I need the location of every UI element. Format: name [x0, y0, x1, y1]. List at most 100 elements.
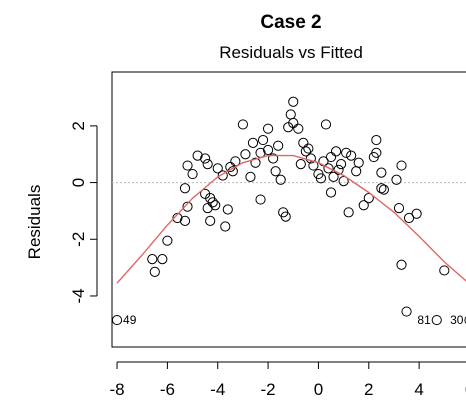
data-point — [247, 137, 259, 148]
data-point — [363, 193, 374, 204]
data-point — [230, 156, 241, 167]
data-point — [333, 164, 344, 175]
x-tick-label: 0 — [314, 380, 323, 399]
data-point — [325, 151, 337, 163]
data-point — [245, 171, 256, 182]
data-point — [371, 134, 382, 146]
data-point — [335, 159, 347, 170]
data-point — [262, 123, 274, 134]
smooth-line-layer — [116, 154, 466, 284]
data-point — [270, 166, 281, 177]
axes-layer: -8 -6 -4 -2 0 2 4 6 -4 -2 0 2 — [69, 121, 466, 399]
data-point — [328, 171, 339, 182]
data-point — [257, 134, 269, 146]
data-point — [343, 207, 354, 218]
data-point — [323, 163, 334, 174]
data-point — [149, 266, 160, 277]
data-point — [200, 153, 211, 164]
data-point — [464, 316, 466, 324]
data-point — [341, 147, 352, 158]
data-point — [262, 144, 274, 156]
data-point — [396, 160, 407, 171]
data-point — [293, 123, 304, 134]
x-tick-label: -6 — [160, 380, 175, 399]
y-tick-label: -2 — [69, 232, 88, 247]
data-point — [280, 211, 291, 222]
data-point — [411, 208, 422, 219]
x-tick-label: -2 — [261, 380, 276, 399]
y-tick-label: -4 — [69, 288, 88, 303]
data-point — [439, 265, 450, 276]
data-point — [187, 168, 198, 180]
data-point — [303, 143, 314, 154]
x-tick-label: 4 — [414, 380, 423, 399]
x-tick-label: -8 — [109, 380, 124, 399]
data-point — [320, 119, 332, 130]
data-point — [396, 259, 407, 270]
data-point — [222, 204, 233, 215]
data-point — [220, 221, 231, 232]
data-point — [285, 109, 296, 120]
data-point — [305, 153, 316, 164]
data-point — [391, 174, 402, 185]
data-point — [162, 235, 173, 246]
x-tick-label: -4 — [210, 380, 225, 399]
y-axis-label: Residuals — [25, 185, 44, 260]
data-point — [330, 146, 342, 157]
data-point — [147, 254, 158, 265]
data-point — [393, 202, 405, 214]
data-point — [240, 149, 251, 160]
data-point — [353, 157, 364, 168]
data-point — [376, 183, 387, 194]
outlier-label: 30 — [450, 313, 464, 327]
outlier-label: 81 — [417, 313, 431, 327]
data-point — [325, 187, 337, 198]
data-point — [295, 159, 306, 170]
data-point — [192, 150, 203, 161]
x-tick-label: 2 — [364, 380, 373, 399]
data-point — [237, 119, 249, 130]
plot-frame — [111, 71, 466, 348]
data-point — [315, 173, 327, 184]
data-point — [403, 212, 415, 224]
points-layer — [111, 96, 466, 326]
x-tick-label: 6 — [465, 380, 466, 399]
data-point — [182, 201, 193, 212]
data-point — [217, 170, 228, 181]
data-point — [111, 314, 123, 326]
chart-subtitle: Residuals vs Fitted — [219, 43, 363, 62]
data-point — [210, 200, 221, 211]
data-point — [288, 117, 299, 129]
data-point — [401, 306, 412, 317]
data-point — [255, 194, 266, 205]
data-point — [378, 184, 389, 195]
data-point — [179, 183, 191, 194]
outlier-label: 49 — [123, 313, 137, 327]
point-labels-layer: 49 81 30 — [123, 313, 464, 327]
data-point — [358, 200, 369, 211]
data-point — [202, 159, 213, 170]
data-point — [205, 215, 216, 226]
data-point — [207, 197, 218, 208]
data-point — [376, 167, 387, 178]
data-point — [250, 157, 261, 168]
chart-title: Case 2 — [260, 12, 321, 33]
data-point — [288, 96, 299, 107]
data-point — [346, 150, 357, 161]
y-tick-label: 0 — [69, 178, 88, 187]
smooth-line — [116, 154, 466, 284]
data-point — [371, 147, 382, 158]
data-point — [179, 215, 191, 226]
data-point — [431, 314, 442, 326]
data-point — [338, 176, 349, 187]
data-point — [298, 137, 309, 148]
data-point — [157, 254, 168, 265]
data-point — [275, 174, 286, 185]
data-point — [273, 140, 284, 151]
data-point — [351, 166, 362, 177]
y-tick-label: 2 — [69, 121, 88, 130]
data-point — [212, 163, 223, 174]
data-point — [182, 160, 193, 171]
data-point — [202, 202, 213, 214]
